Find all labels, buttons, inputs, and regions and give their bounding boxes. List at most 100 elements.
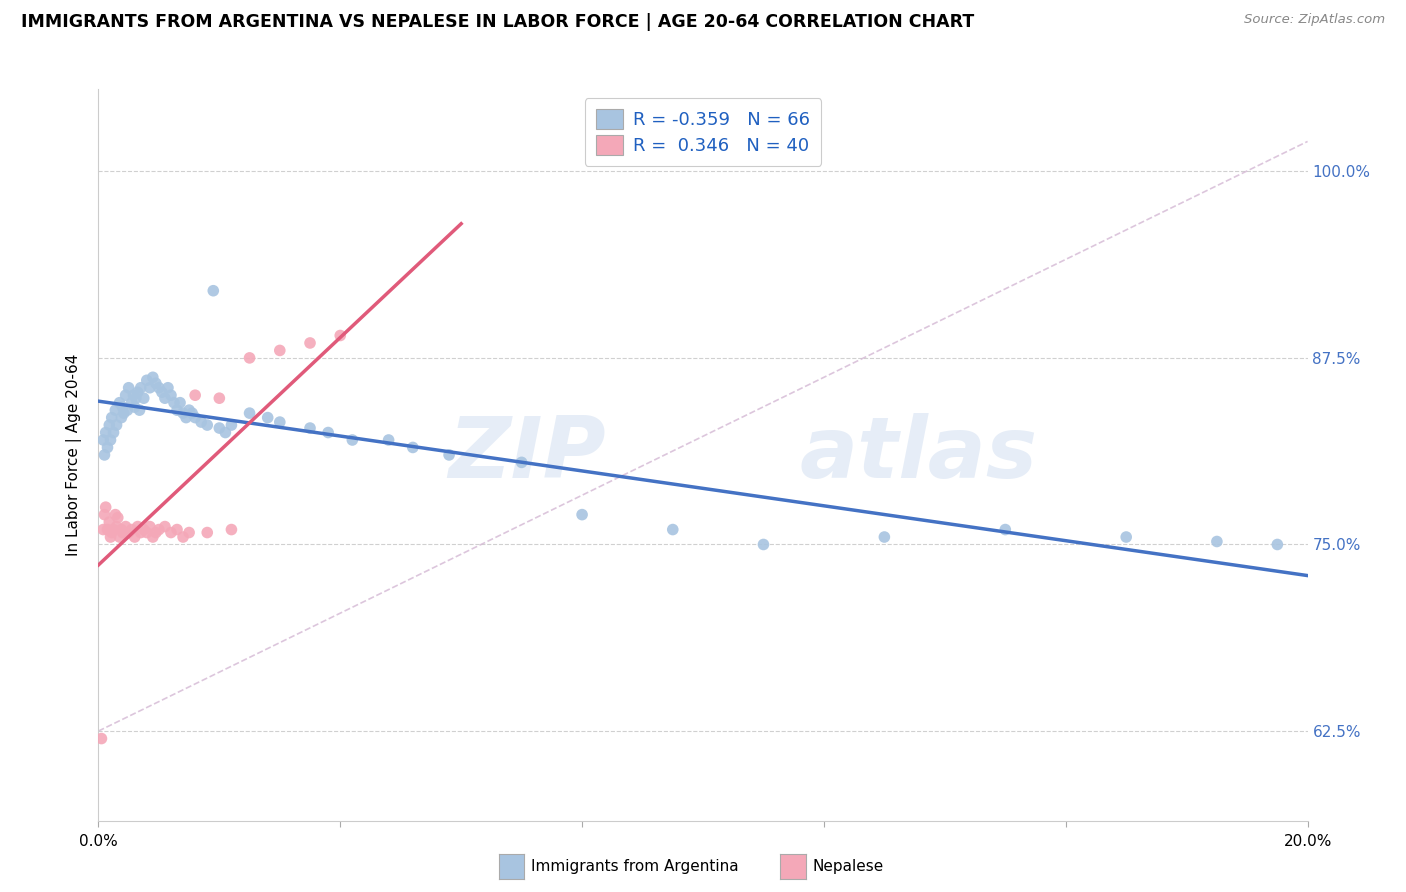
- Point: [156, 381, 179, 395]
- Point: [93, 508, 115, 522]
- Text: Nepalese: Nepalese: [813, 859, 884, 873]
- Point: [104, 508, 127, 522]
- Point: [132, 523, 155, 537]
- Point: [166, 523, 188, 537]
- Point: [239, 406, 262, 420]
- Point: [129, 525, 152, 540]
- Text: atlas: atlas: [800, 413, 1038, 497]
- Text: IMMIGRANTS FROM ARGENTINA VS NEPALESE IN LABOR FORCE | AGE 20-64 CORRELATION CHA: IMMIGRANTS FROM ARGENTINA VS NEPALESE IN…: [21, 13, 974, 31]
- Point: [105, 519, 128, 533]
- Point: [127, 519, 149, 533]
- Point: [994, 523, 1017, 537]
- Point: [316, 425, 339, 440]
- Point: [114, 519, 136, 533]
- Point: [190, 415, 212, 429]
- Point: [100, 530, 122, 544]
- Point: [153, 519, 176, 533]
- Point: [195, 525, 218, 540]
- Point: [108, 530, 131, 544]
- Point: [239, 351, 262, 365]
- Point: [145, 376, 167, 391]
- Point: [90, 731, 112, 746]
- Point: [121, 523, 143, 537]
- Point: [662, 523, 685, 537]
- Point: [135, 525, 157, 540]
- Point: [114, 388, 136, 402]
- Text: 20.0%: 20.0%: [1284, 834, 1331, 849]
- Point: [94, 500, 117, 515]
- Point: [122, 388, 145, 402]
- Point: [181, 406, 204, 420]
- Point: [111, 525, 134, 540]
- Point: [132, 391, 155, 405]
- Point: [118, 381, 141, 395]
- Point: [342, 433, 364, 447]
- Point: [148, 523, 170, 537]
- Point: [103, 425, 125, 440]
- Text: Immigrants from Argentina: Immigrants from Argentina: [531, 859, 740, 873]
- Point: [142, 530, 165, 544]
- Point: [125, 391, 148, 405]
- Point: [202, 284, 225, 298]
- Point: [208, 391, 231, 405]
- Point: [174, 410, 197, 425]
- Point: [571, 508, 593, 522]
- Point: [153, 391, 176, 405]
- Point: [127, 385, 149, 400]
- Point: [112, 406, 135, 420]
- Point: [172, 406, 194, 420]
- Point: [94, 425, 117, 440]
- Point: [166, 403, 188, 417]
- Point: [269, 415, 291, 429]
- Text: 0.0%: 0.0%: [79, 834, 118, 849]
- Point: [256, 410, 278, 425]
- Point: [402, 441, 425, 455]
- Point: [160, 388, 183, 402]
- Point: [128, 403, 150, 417]
- Point: [148, 381, 170, 395]
- Point: [169, 395, 191, 409]
- Point: [1206, 534, 1229, 549]
- Point: [96, 523, 118, 537]
- Point: [299, 335, 322, 350]
- Point: [160, 525, 183, 540]
- Point: [139, 381, 162, 395]
- Point: [221, 523, 243, 537]
- Point: [121, 395, 143, 409]
- Point: [195, 418, 218, 433]
- Y-axis label: In Labor Force | Age 20-64: In Labor Force | Age 20-64: [66, 354, 83, 556]
- Point: [118, 525, 141, 540]
- Point: [100, 410, 122, 425]
- Point: [104, 403, 127, 417]
- Point: [1115, 530, 1137, 544]
- Point: [163, 395, 186, 409]
- Point: [142, 370, 165, 384]
- Text: Source: ZipAtlas.com: Source: ZipAtlas.com: [1244, 13, 1385, 27]
- Point: [172, 530, 194, 544]
- Point: [184, 410, 207, 425]
- Point: [107, 510, 129, 524]
- Point: [299, 421, 322, 435]
- Point: [124, 530, 146, 544]
- Point: [139, 519, 162, 533]
- Point: [214, 425, 236, 440]
- Point: [437, 448, 460, 462]
- Point: [269, 343, 291, 358]
- Point: [510, 455, 533, 469]
- Point: [100, 433, 122, 447]
- Point: [329, 328, 352, 343]
- Point: [98, 418, 121, 433]
- Point: [179, 403, 201, 417]
- Point: [752, 537, 775, 551]
- Point: [184, 388, 207, 402]
- Text: ZIP: ZIP: [449, 413, 606, 497]
- Point: [208, 421, 231, 435]
- Point: [124, 400, 146, 414]
- Point: [873, 530, 896, 544]
- Point: [111, 400, 134, 414]
- Point: [221, 418, 243, 433]
- Point: [91, 523, 114, 537]
- Legend: R = -0.359   N = 66, R =  0.346   N = 40: R = -0.359 N = 66, R = 0.346 N = 40: [585, 98, 821, 166]
- Point: [150, 385, 173, 400]
- Point: [110, 523, 132, 537]
